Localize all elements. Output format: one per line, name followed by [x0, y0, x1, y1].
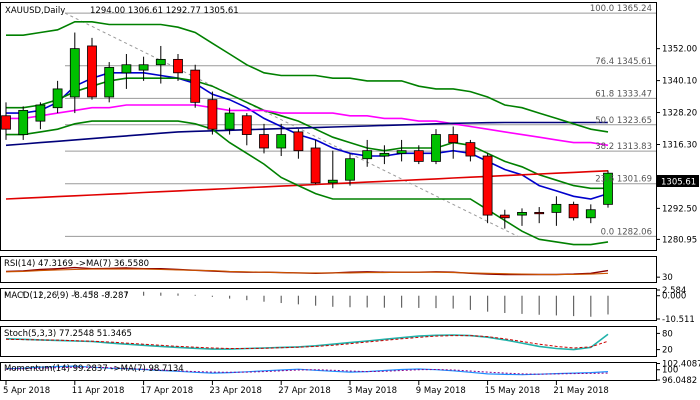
rsi-layer: 30	[5, 266, 673, 283]
stoch-tick-label: 20	[662, 346, 673, 356]
stoch-line	[5, 335, 609, 349]
candle-body	[379, 152, 390, 157]
time-tick-label: 5 Apr 2018	[3, 386, 50, 396]
candle-body	[517, 212, 527, 216]
candle-body	[551, 203, 562, 213]
fib-level-label: 50.0 1323.65	[595, 116, 652, 126]
candle-body	[173, 58, 183, 74]
time-axis: 5 Apr 2018 11 Apr 2018 17 Apr 2018 23 Apr 2…	[3, 381, 609, 396]
price-tick-label: 1340.10	[662, 77, 697, 87]
macd-tick-label: 0.000	[662, 292, 686, 302]
candle-body	[87, 45, 97, 98]
ohlc-values: 1294.00 1306.61 1292.77 1305.61	[90, 6, 239, 16]
candle-body	[155, 58, 166, 66]
stoch-tick-label: 80	[662, 329, 673, 339]
candle-body	[413, 150, 424, 162]
moving-average-line	[6, 120, 609, 246]
candle-body	[207, 99, 218, 130]
macd-label: MACD(12,26,9) -8.458 -8.287	[4, 291, 129, 301]
price-axis: 1352.00 1340.10 1328.20 1316.30 1292.50 1280.…	[656, 45, 697, 245]
momentum-tick-label: 96.0482	[662, 376, 697, 386]
fib-level-label: 61.8 1333.47	[595, 89, 652, 99]
main-foreground-layer: 100.0 1365.24 76.4 1345.61 61.8 1333.47 50.…	[590, 4, 652, 237]
momentum-tick-label: 100	[662, 366, 678, 376]
price-tick-label: 1316.30	[662, 140, 697, 150]
candle-body	[138, 64, 149, 71]
time-tick-label: 11 Apr 2018	[72, 386, 125, 396]
candle-body	[345, 158, 355, 181]
moving-average-line	[6, 104, 609, 147]
candle-body	[121, 64, 132, 74]
price-tick-label: 1292.50	[662, 204, 697, 214]
candle-layer	[1, 32, 613, 229]
candle-body	[224, 112, 235, 130]
stoch-layer: 80 20	[5, 329, 673, 356]
candle-body	[35, 104, 46, 122]
candle-body	[259, 134, 269, 149]
symbol-label: XAUUSD,Daily	[5, 6, 65, 16]
price-tick-label: 1352.00	[662, 45, 697, 55]
stoch-label: Stoch(5,3,3) 77.2548 51.3465	[4, 329, 132, 339]
current-price-label: 1305.61	[661, 178, 696, 188]
time-tick-label: 3 May 2018	[347, 386, 397, 396]
time-tick-label: 23 Apr 2018	[209, 386, 262, 396]
current-price-tag	[657, 175, 699, 187]
candle-body	[568, 203, 579, 219]
price-tick-label: 1280.95	[662, 235, 697, 245]
candle-body	[18, 109, 29, 135]
main-background-layer	[64, 12, 656, 237]
momentum-label: Momentum(14) 99.2837 ->MA(7) 98.7134	[4, 364, 184, 374]
fib-level-label: 76.4 1345.61	[595, 57, 652, 67]
candle-body	[396, 150, 407, 154]
macd-tick-label: 2.584	[662, 286, 686, 296]
candle-body	[293, 131, 304, 152]
macd-tick-label: -10.511	[662, 315, 695, 325]
time-tick-label: 27 Apr 2018	[278, 386, 331, 396]
fib-level-label: 38.2 1313.83	[595, 142, 652, 152]
candle-body	[448, 134, 459, 144]
moving-average-line	[5, 170, 609, 200]
candle-body	[482, 155, 493, 216]
candle-body	[603, 172, 613, 205]
rsi-tick-label: 30	[662, 273, 673, 283]
stoch-pane	[0, 326, 657, 357]
time-tick-label: 9 May 2018	[416, 386, 466, 396]
candle-body	[465, 142, 476, 157]
candle-body	[499, 214, 510, 219]
candle-body	[534, 212, 545, 215]
moving-average-line	[5, 121, 608, 147]
price-tick-label: 1328.20	[662, 109, 697, 119]
fib-level-label: 100.0 1365.24	[590, 4, 652, 14]
macd-pane	[0, 288, 657, 321]
candle-body	[431, 134, 441, 162]
candle-body	[276, 134, 287, 149]
candle-body	[104, 67, 115, 98]
candle-body	[585, 209, 596, 219]
candle-body	[1, 115, 11, 130]
fib-level-label: 0.0 1282.06	[601, 227, 652, 237]
fib-level-label: 23.6 1301.69	[595, 175, 652, 185]
moving-average-line	[6, 20, 609, 133]
momentum-tick-label: 102.4087	[662, 360, 700, 370]
candle-body	[52, 88, 63, 109]
time-tick-label: 21 May 2018	[553, 386, 608, 396]
rsi-line	[5, 268, 609, 276]
candle-body	[310, 147, 321, 184]
rsi-label: RSI(14) 47.3169 ->MA(7) 36.5580	[4, 259, 149, 269]
candle-body	[69, 48, 80, 98]
candle-body	[362, 150, 373, 160]
time-tick-label: 15 May 2018	[485, 386, 540, 396]
momentum-line	[5, 366, 609, 375]
time-tick-label: 17 Apr 2018	[141, 386, 194, 396]
candle-body	[327, 179, 338, 184]
candle-body	[241, 115, 252, 135]
candle-body	[190, 69, 201, 103]
